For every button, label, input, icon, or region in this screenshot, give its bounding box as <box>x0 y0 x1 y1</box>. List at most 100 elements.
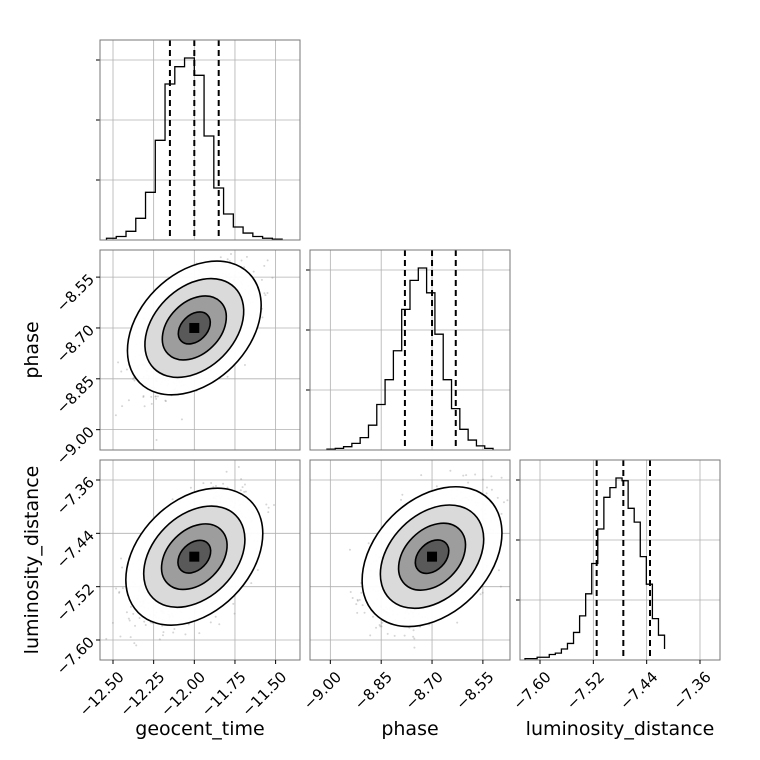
scatter-point <box>172 631 175 634</box>
scatter-point <box>117 361 120 364</box>
scatter-point <box>266 259 269 262</box>
density-peak <box>189 551 200 562</box>
panel-content <box>310 460 510 660</box>
scatter-point <box>244 490 247 493</box>
scatter-point <box>266 291 269 294</box>
scatter-point <box>180 418 183 421</box>
scatter-point <box>272 504 275 507</box>
scatter-point <box>243 364 246 367</box>
panel-frame <box>99 459 301 661</box>
panel-background <box>520 460 720 660</box>
scatter-point <box>121 566 124 569</box>
scatter-point <box>256 569 259 572</box>
scatter-point <box>202 482 205 485</box>
scatter-point <box>143 405 146 408</box>
panel-frame <box>99 39 301 241</box>
scatter-point <box>150 402 153 405</box>
scatter-point <box>265 503 268 506</box>
panel-frame <box>309 249 511 451</box>
scatter-point <box>229 253 232 256</box>
scatter-point <box>240 259 243 262</box>
y-tick-label-phase: −8.70 <box>53 321 98 366</box>
scatter-point <box>125 611 128 614</box>
scatter-point <box>381 621 384 624</box>
y-tick-label-phase: −8.85 <box>53 372 98 417</box>
scatter-point <box>132 378 135 381</box>
histogram-step-luminosity_distance <box>524 477 666 660</box>
scatter-point <box>155 438 158 441</box>
scatter-point <box>154 395 157 398</box>
scatter-point <box>243 266 246 269</box>
scatter-point <box>482 478 485 481</box>
density-panel-geocent_time-phase: −9.00 −8.85 −8.70 −8.55 <box>53 249 301 468</box>
scatter-point <box>150 395 153 398</box>
panel-background <box>100 40 300 240</box>
scatter-point <box>128 619 131 622</box>
scatter-point <box>237 465 240 468</box>
scatter-point <box>143 620 146 623</box>
density-peak <box>189 322 200 333</box>
scatter-point <box>218 623 221 626</box>
scatter-point <box>173 627 176 630</box>
scatter-point <box>155 397 158 400</box>
y-tick-label-phase: −9.00 <box>53 423 98 468</box>
histogram-panel-luminosity_distance <box>516 459 721 661</box>
scatter-point <box>158 638 161 641</box>
scatter-point <box>209 621 212 624</box>
scatter-point <box>127 399 130 402</box>
scatter-point <box>481 591 484 594</box>
scatter-point <box>485 492 488 495</box>
scatter-point <box>125 368 128 371</box>
scatter-point <box>252 270 255 273</box>
scatter-point <box>120 370 123 373</box>
panel-content <box>100 457 300 660</box>
scatter-point <box>95 368 97 370</box>
scatter-point <box>118 591 121 594</box>
scatter-point <box>127 617 130 620</box>
scatter-point <box>144 623 147 626</box>
scatter-point <box>118 590 121 593</box>
y-tick-label-luminosity_distance: −7.44 <box>53 527 98 572</box>
scatter-point <box>138 617 141 620</box>
scatter-point <box>198 632 201 635</box>
scatter-point <box>263 264 266 267</box>
scatter-point <box>142 396 145 399</box>
panel-content <box>95 250 300 450</box>
scatter-point <box>367 542 370 545</box>
scatter-point <box>105 637 108 640</box>
scatter-point <box>267 506 270 509</box>
scatter-point <box>120 557 123 560</box>
scatter-point <box>156 395 159 398</box>
scatter-point <box>214 484 217 487</box>
y-tick-label-luminosity_distance: −7.60 <box>53 633 98 678</box>
scatter-point <box>184 633 187 636</box>
panels: −9.00 −8.85 −8.70 −8.55 −7.60 −7.52 −7.44 −7.36 <box>53 39 721 679</box>
scatter-point <box>119 635 122 638</box>
scatter-point <box>282 457 284 459</box>
histogram-panel-geocent_time <box>96 39 301 241</box>
scatter-point <box>133 642 136 645</box>
scatter-point <box>164 400 167 403</box>
scatter-point <box>171 498 174 501</box>
scatter-point <box>142 394 145 397</box>
scatter-point <box>369 634 372 637</box>
scatter-point <box>245 255 248 258</box>
scatter-point <box>121 587 124 590</box>
scatter-point <box>222 482 225 485</box>
scatter-point <box>479 593 482 596</box>
scatter-point <box>154 395 157 398</box>
scatter-point <box>351 597 354 600</box>
y-tick-label-luminosity_distance: −7.52 <box>53 580 98 625</box>
scatter-point <box>356 599 359 602</box>
scatter-point <box>226 375 229 378</box>
histogram-panel-phase <box>306 249 511 451</box>
scatter-point <box>214 615 217 618</box>
scatter-point <box>261 316 264 319</box>
scatter-point <box>164 399 167 402</box>
scatter-point <box>356 611 359 614</box>
y-tick-label-luminosity_distance: −7.36 <box>53 473 98 518</box>
y-tick-label-phase: −8.55 <box>53 270 98 315</box>
scatter-point <box>250 582 253 585</box>
scatter-point <box>133 379 136 382</box>
